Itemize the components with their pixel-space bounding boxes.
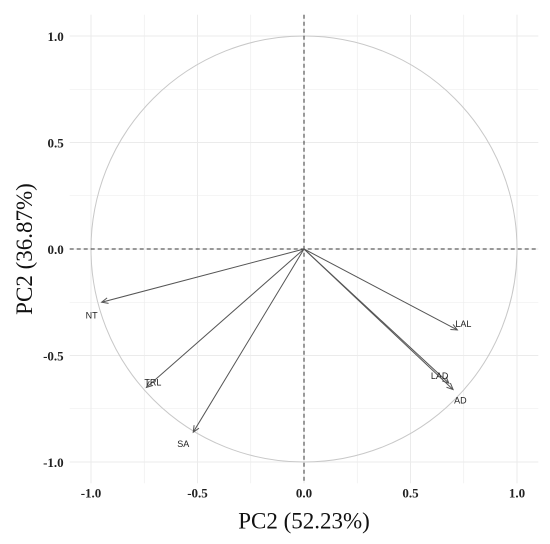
vector-line [303,248,458,331]
x-axis-title: PC2 (52.23%) [238,508,370,533]
vector-label: SA [177,439,189,449]
loading-vector-sa: SA [177,248,305,449]
x-tick-label: 1.0 [509,485,525,500]
loading-vector-trl: TRL [144,248,305,389]
y-axis-title: PC2 (36.87%) [12,183,37,315]
x-tick-labels: -1.0 -0.5 0.0 0.5 1.0 [81,485,525,500]
arrowhead [192,425,200,434]
vector-line [101,248,305,303]
arrowhead [100,297,109,304]
x-tick-label: 0.5 [402,485,419,500]
arrowhead [446,382,454,391]
y-tick-label: 1.0 [47,29,63,44]
loading-vector-nt: NT [86,248,305,320]
vector-line [303,248,454,390]
vector-line [146,248,305,388]
loading-vector-ad: AD [303,248,467,406]
x-tick-label: -0.5 [187,485,208,500]
vector-label: LAL [455,319,471,329]
y-tick-label: 0.5 [47,136,64,151]
x-tick-label: -1.0 [81,485,102,500]
vector-label: LAD [431,371,449,381]
y-tick-label: -0.5 [43,349,64,364]
vector-label: TRL [144,377,161,387]
loading-vector-lal: LAL [303,248,471,331]
y-tick-labels: -1.0 -0.5 0.0 0.5 1.0 [43,29,64,470]
arrowhead [450,324,459,331]
vector-line [192,248,305,433]
y-tick-label: -1.0 [43,455,64,470]
loading-vectors: NT TRL SA LAL LAD AD [86,248,471,449]
vector-label: AD [454,396,467,406]
vector-label: NT [86,310,98,320]
arrowhead [145,380,154,389]
y-tick-label: 0.0 [47,242,63,257]
x-tick-label: 0.0 [296,485,312,500]
